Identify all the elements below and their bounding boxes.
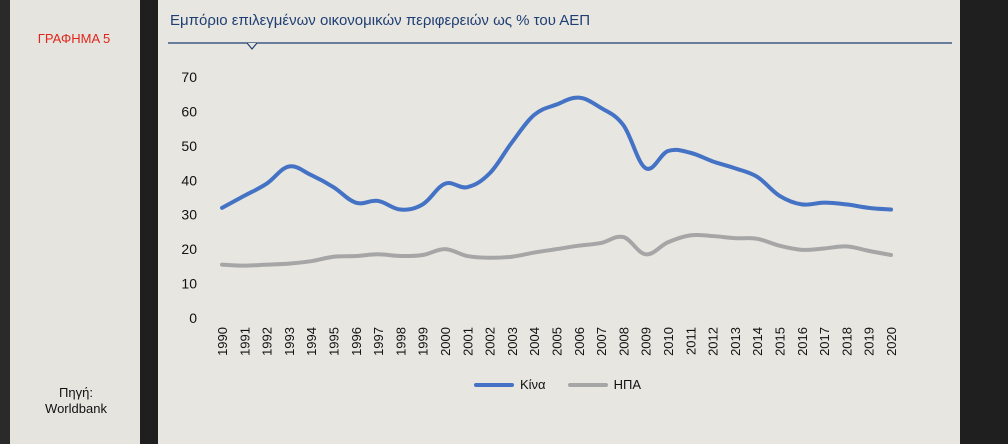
series-line-usa xyxy=(220,232,893,268)
legend-label-china: Κίνα xyxy=(520,377,546,392)
legend-swatch-china xyxy=(474,382,514,387)
legend-item-china: Κίνα xyxy=(474,377,546,392)
x-tick-label: 2010 xyxy=(661,327,676,356)
x-tick-label: 1990 xyxy=(215,327,230,356)
x-tick-label: 2020 xyxy=(884,327,899,356)
legend-item-usa: ΗΠΑ xyxy=(567,377,642,392)
x-tick-label: 2004 xyxy=(527,327,542,356)
x-tick-label: 2003 xyxy=(505,327,520,356)
x-tick-label: 1997 xyxy=(371,327,386,356)
y-tick-label: 20 xyxy=(181,241,197,257)
y-tick-label: 50 xyxy=(181,138,197,154)
x-tick-label: 1994 xyxy=(304,327,319,356)
left-edge-strip xyxy=(0,0,10,444)
x-axis: 1990 1991 1992 1993 1994 1995 1996 1997 1998 1999… xyxy=(215,327,899,356)
x-tick-label: 2001 xyxy=(460,327,475,356)
x-tick-label: 2005 xyxy=(550,327,565,356)
source-label: Πηγή: xyxy=(59,385,93,400)
source-note: Πηγή: Worldbank xyxy=(14,385,138,417)
x-tick-label: 2007 xyxy=(594,327,609,356)
legend-label-usa: ΗΠΑ xyxy=(613,377,642,392)
x-tick-label: 2017 xyxy=(817,327,832,356)
x-tick-label: 2006 xyxy=(572,327,587,356)
chart-number-label: ΓΡΑΦΗΜΑ 5 xyxy=(37,31,111,46)
x-tick-label: 1991 xyxy=(237,327,252,356)
x-tick-label: 1992 xyxy=(260,327,275,356)
y-tick-label: 0 xyxy=(189,310,197,326)
y-tick-label: 70 xyxy=(181,69,197,85)
x-tick-label: 1995 xyxy=(327,327,342,356)
y-axis: 0 10 20 30 40 50 60 70 xyxy=(181,69,197,326)
x-tick-label: 2019 xyxy=(862,327,877,356)
x-tick-label: 1993 xyxy=(282,327,297,356)
series-line-china xyxy=(220,95,893,212)
y-tick-label: 40 xyxy=(181,172,197,188)
legend-swatch-usa xyxy=(567,382,608,387)
x-tick-label: 2008 xyxy=(616,327,631,356)
right-edge xyxy=(960,0,1008,444)
x-tick-label: 2002 xyxy=(483,327,498,356)
chart-panel xyxy=(158,0,960,444)
x-tick-label: 2015 xyxy=(773,327,788,356)
x-tick-label: 2011 xyxy=(683,327,698,355)
legend: Κίνα ΗΠΑ xyxy=(474,377,663,392)
y-tick-label: 60 xyxy=(181,103,197,119)
x-tick-label: 2000 xyxy=(438,327,453,356)
series-group xyxy=(220,95,893,268)
x-tick-label: 2018 xyxy=(839,327,854,356)
source-name: Worldbank xyxy=(45,401,107,416)
sidebar-panel xyxy=(10,0,140,444)
x-tick-label: 2013 xyxy=(728,327,743,356)
chart-title: Εμπόριο επιλεγμένων οικονομικών περιφερε… xyxy=(170,12,591,29)
x-tick-label: 2012 xyxy=(706,327,721,356)
x-tick-label: 2014 xyxy=(750,327,765,356)
x-tick-label: 2016 xyxy=(795,327,810,356)
x-tick-label: 2009 xyxy=(639,327,654,356)
title-rule xyxy=(168,42,952,50)
x-tick-label: 1996 xyxy=(349,327,364,356)
y-tick-label: 30 xyxy=(181,207,197,223)
x-tick-label: 1998 xyxy=(393,327,408,356)
y-tick-label: 10 xyxy=(181,276,197,292)
x-tick-label: 1999 xyxy=(416,327,431,356)
